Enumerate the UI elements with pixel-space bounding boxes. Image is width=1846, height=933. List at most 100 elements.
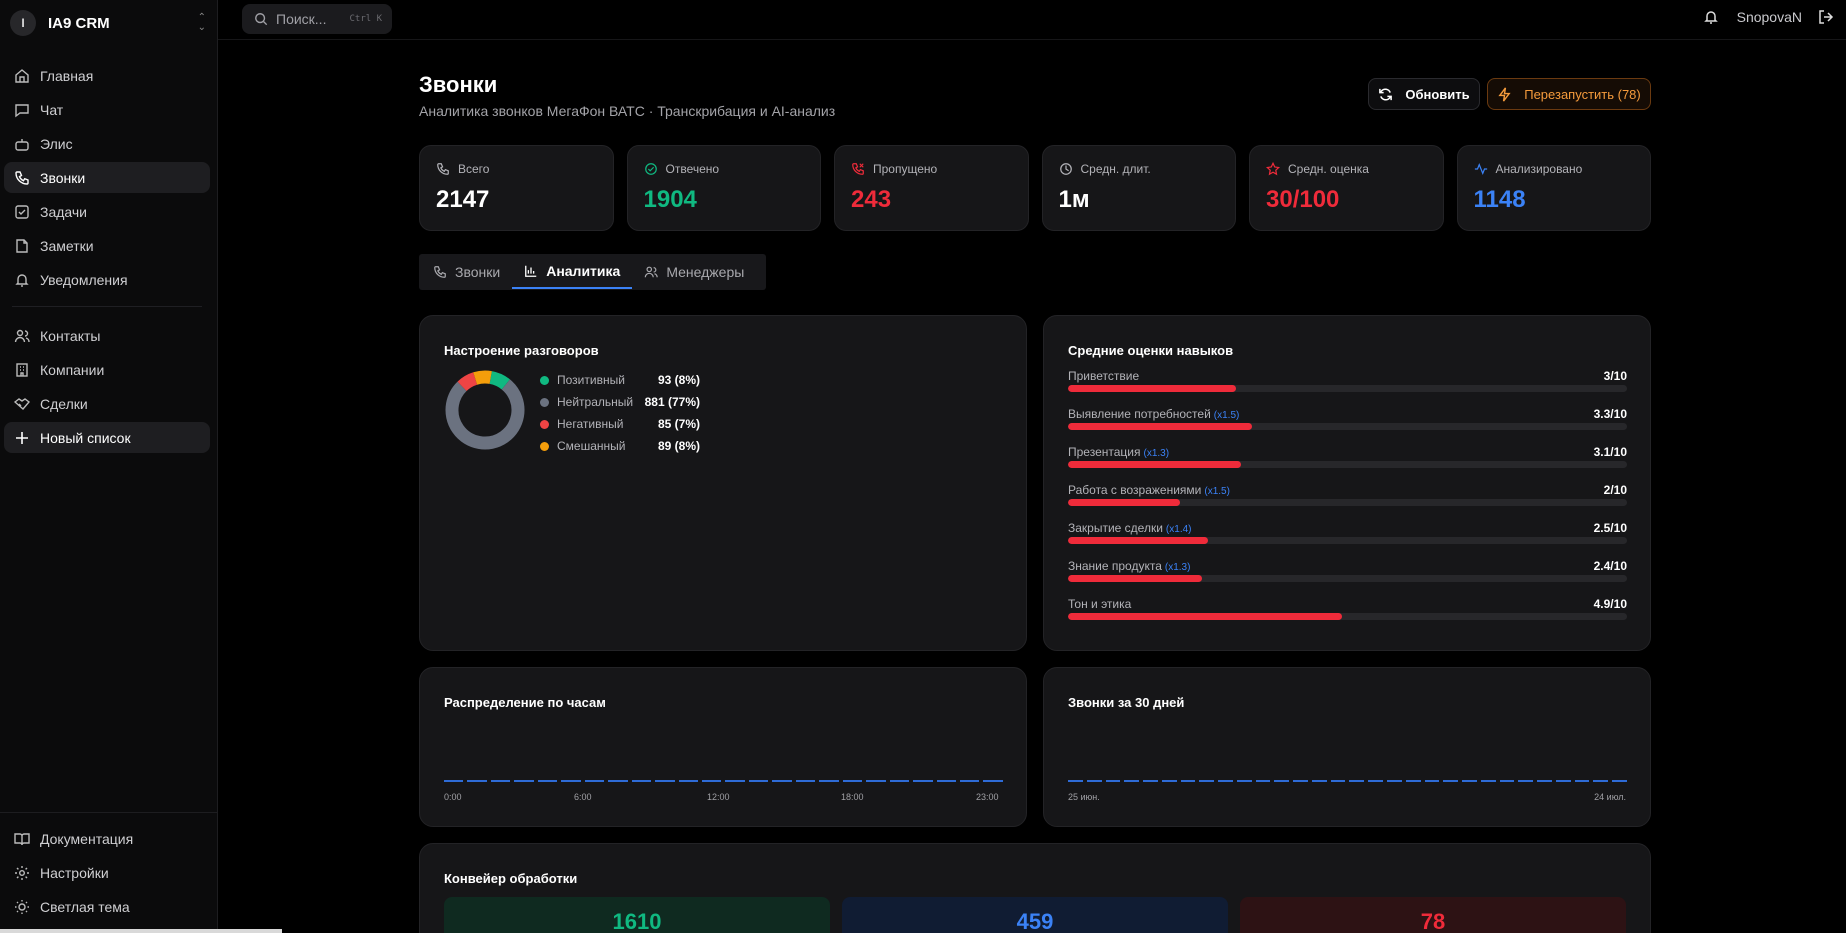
card-title: Звонки за 30 дней xyxy=(1068,695,1185,710)
pipeline-value: 78 xyxy=(1420,909,1446,933)
refresh-button[interactable]: Обновить xyxy=(1368,78,1480,110)
tab-managers[interactable]: Менеджеры xyxy=(632,255,756,289)
day-bar xyxy=(1405,780,1421,782)
skill-name: Презентация (x1.3) xyxy=(1068,445,1169,459)
skill-score: 2/10 xyxy=(1603,483,1627,497)
sidebar-item-deals[interactable]: Сделки xyxy=(4,388,210,419)
stat-value: 1м xyxy=(1058,186,1090,213)
legend-dot xyxy=(540,397,549,407)
sidebar-item-calls[interactable]: Звонки xyxy=(4,162,210,193)
skill-name: Знание продукта (x1.3) xyxy=(1068,559,1190,573)
day-bar xyxy=(1349,780,1365,782)
sidebar-item-tasks[interactable]: Задачи xyxy=(4,196,210,227)
skill-weight: (x1.3) xyxy=(1143,448,1170,459)
restart-button[interactable]: Перезапустить (78) xyxy=(1487,78,1651,110)
skill-name-text: Закрытие сделки xyxy=(1068,521,1163,535)
hour-bar xyxy=(444,780,464,782)
sidebar-item-notes[interactable]: Заметки xyxy=(4,230,210,261)
day-bar xyxy=(1311,780,1327,782)
skill-score: 2.5/10 xyxy=(1593,521,1627,535)
horizontal-scrollbar[interactable] xyxy=(0,929,282,933)
tab-label: Звонки xyxy=(455,264,501,280)
hour-bar xyxy=(678,780,698,782)
sidebar-item-elis[interactable]: Элис xyxy=(4,128,210,159)
workspace-switcher[interactable]: I IA9 CRM ⌃ ⌄ xyxy=(10,10,210,36)
day-bar xyxy=(1368,780,1384,782)
page-title: Звонки xyxy=(419,72,498,97)
legend-value: 881 (77%) xyxy=(644,395,700,409)
skill-bar-track xyxy=(1068,461,1627,468)
calls-30-days-card: Звонки за 30 дней 25 июн. 24 июл. xyxy=(1043,667,1651,827)
skill-bar-fill xyxy=(1068,575,1203,582)
sidebar-item-chat[interactable]: Чат xyxy=(4,94,210,125)
hour-bar xyxy=(537,780,558,782)
tab-analytics[interactable]: Аналитика xyxy=(512,255,633,289)
activity-icon xyxy=(1474,162,1487,176)
day-bar xyxy=(1612,780,1627,782)
stat-card-avg-duration: Средн. длит. 1м xyxy=(1041,145,1236,231)
skill-name-text: Знание продукта xyxy=(1068,559,1162,573)
day-bar xyxy=(1199,780,1215,782)
day-bar xyxy=(1068,780,1083,782)
user-name[interactable]: SnopovaN xyxy=(1736,9,1802,25)
building-icon xyxy=(16,362,28,377)
pipeline-stage-errors: 78 xyxy=(1240,897,1626,933)
sidebar-item-label: Заметки xyxy=(40,237,94,254)
sidebar-item-theme[interactable]: Светлая тема xyxy=(4,891,210,922)
skill-name-text: Презентация xyxy=(1068,445,1141,459)
skill-bar-track xyxy=(1068,575,1627,582)
sidebar-item-label: Контакты xyxy=(40,327,101,344)
legend-label: Негативный xyxy=(557,417,624,431)
sidebar-item-settings[interactable]: Настройки xyxy=(4,857,210,888)
hour-bar xyxy=(490,780,511,782)
phone-icon xyxy=(434,266,446,278)
day-bar xyxy=(1274,780,1290,782)
checkbox-icon xyxy=(15,204,29,219)
skill-name: Тон и этика xyxy=(1068,597,1134,611)
skill-name: Выявление потребностей (x1.5) xyxy=(1068,407,1239,421)
sidebar-item-new-list[interactable]: Новый список xyxy=(4,422,210,453)
day-bar xyxy=(1143,780,1158,782)
stat-card-missed: Пропущено 243 xyxy=(834,145,1029,231)
hour-bar xyxy=(467,780,487,782)
tab-calls[interactable]: Звонки xyxy=(421,255,512,289)
search-input[interactable]: Поиск... Ctrl K xyxy=(242,4,392,34)
sidebar-item-home[interactable]: Главная xyxy=(4,60,210,91)
sentiment-card: Настроение разговоров Позитивный 93 (8%)… xyxy=(419,315,1027,651)
bell-icon[interactable] xyxy=(1703,9,1719,25)
sidebar-item-notifications[interactable]: Уведомления xyxy=(4,264,210,295)
sidebar-item-docs[interactable]: Документация xyxy=(4,823,210,854)
logout-icon[interactable] xyxy=(1818,9,1834,25)
sidebar-item-label: Новый список xyxy=(40,429,131,446)
hour-bar xyxy=(561,780,581,782)
day-bar xyxy=(1218,780,1233,782)
legend-dot xyxy=(540,375,549,385)
legend-item-mixed: Смешанный 89 (8%) xyxy=(540,435,700,457)
sidebar-item-contacts[interactable]: Контакты xyxy=(4,320,210,351)
skill-bar-fill xyxy=(1068,613,1342,620)
day-bar xyxy=(1330,780,1346,782)
sidebar-item-label: Уведомления xyxy=(40,271,128,288)
gear-icon xyxy=(15,865,29,880)
skill-bar-track xyxy=(1068,385,1627,392)
lightning-icon xyxy=(1498,87,1511,101)
stat-card-avg-score: Средн. оценка 30/100 xyxy=(1249,145,1444,231)
card-title: Распределение по часам xyxy=(444,695,606,710)
stat-label: Всего xyxy=(458,162,490,176)
sidebar-item-label: Главная xyxy=(40,67,94,84)
home-icon xyxy=(15,68,29,83)
sidebar-item-label: Задачи xyxy=(40,203,88,220)
skill-name-text: Тон и этика xyxy=(1068,597,1132,611)
star-icon xyxy=(1266,162,1280,176)
hour-bar xyxy=(772,780,792,782)
legend-item-neutral: Нейтральный 881 (77%) xyxy=(540,391,700,413)
page-subtitle: Аналитика звонков МегаФон ВАТС · Транскр… xyxy=(419,103,836,119)
stat-value: 2147 xyxy=(436,186,490,213)
day-bar xyxy=(1424,780,1440,782)
hour-bar xyxy=(842,780,863,782)
sidebar-item-companies[interactable]: Компании xyxy=(4,354,210,385)
main-nav: Главная Чат Элис Звонки Задачи Заметки У… xyxy=(4,60,210,298)
search-shortcut: Ctrl K xyxy=(349,14,382,24)
note-icon xyxy=(16,238,28,253)
bar-chart-icon xyxy=(525,265,537,277)
